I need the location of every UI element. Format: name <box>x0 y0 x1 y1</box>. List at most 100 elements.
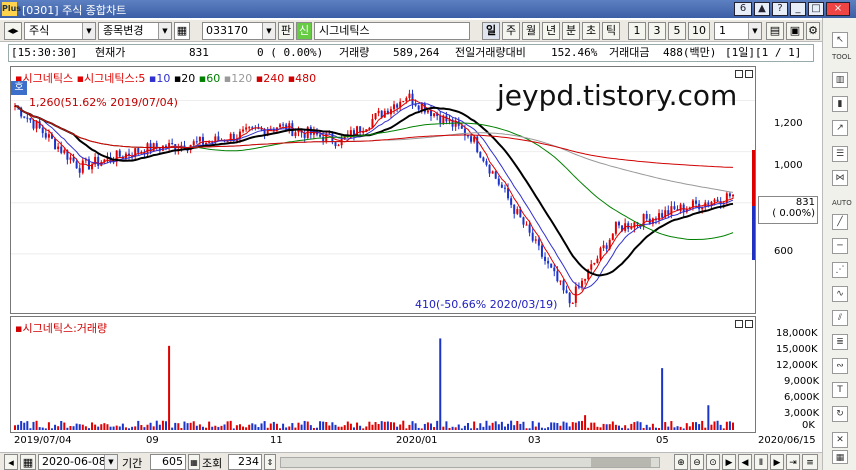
nav-arrows-icon[interactable]: ◂▸ <box>4 22 22 40</box>
up-button[interactable]: ▲ <box>754 2 770 16</box>
candle-body <box>565 290 568 294</box>
candle-body <box>294 132 297 137</box>
auto-label[interactable]: AUTO <box>832 199 852 207</box>
pane-close-icon[interactable] <box>745 70 753 78</box>
candle-icon[interactable]: ▥ <box>832 72 848 88</box>
trendline-icon[interactable]: ╱ <box>832 214 848 230</box>
interval-3-button[interactable]: 3 <box>648 22 666 40</box>
period-tick-button[interactable]: 틱 <box>602 22 620 40</box>
volume-bar <box>420 428 423 430</box>
price-range-bar-up <box>752 150 755 260</box>
candle-body <box>534 239 537 241</box>
query-input[interactable]: 234 <box>228 454 262 470</box>
candle-body <box>436 113 439 117</box>
chart-list-icon[interactable]: ≡ <box>802 454 818 470</box>
maximize-button[interactable]: □ <box>808 2 824 16</box>
title-bar: Plus [0301] 주식 종합차트 6 ▲ ? _ □ × <box>0 0 856 18</box>
play-icon[interactable]: ▶ <box>722 454 736 470</box>
volume-chart <box>14 338 734 430</box>
refresh-icon[interactable]: ↻ <box>832 406 848 422</box>
zoom-out-icon[interactable]: ⊖ <box>690 454 704 470</box>
interval-1-button[interactable]: 1 <box>628 22 646 40</box>
search-button[interactable]: 판 <box>278 22 294 40</box>
ho-tag[interactable]: 호 <box>11 81 27 95</box>
volume-bar <box>118 426 121 430</box>
settings-icon[interactable]: ⚙ <box>806 22 820 40</box>
period-week-button[interactable]: 주 <box>502 22 520 40</box>
fib-icon[interactable]: ≣ <box>832 334 848 350</box>
pane-minimize-icon[interactable] <box>735 70 743 78</box>
grid-icon[interactable]: ▦ <box>188 454 200 470</box>
minimize-button[interactable]: _ <box>790 2 806 16</box>
volume-bar <box>100 424 103 430</box>
indicator-icon[interactable]: ↗ <box>832 120 848 136</box>
end-icon[interactable]: ⇥ <box>786 454 800 470</box>
period-second-button[interactable]: 초 <box>582 22 600 40</box>
scroll-left-icon[interactable]: ◂ <box>4 454 18 470</box>
channel-icon[interactable]: ⫽ <box>832 310 848 326</box>
checkbox[interactable]: ▦ <box>174 22 190 40</box>
volume-bar <box>411 421 414 430</box>
period-input[interactable]: 605 <box>150 454 186 470</box>
delete-icon[interactable]: ✕ <box>832 432 848 448</box>
list-icon[interactable]: ☰ <box>832 146 848 162</box>
market-select[interactable]: 주식 ▼ <box>24 22 96 40</box>
period-year-button[interactable]: 년 <box>542 22 560 40</box>
prev-icon[interactable]: ◀ <box>738 454 752 470</box>
grid-icon[interactable]: ▦ <box>832 450 848 464</box>
zigzag-icon[interactable]: ∿ <box>832 286 848 302</box>
volume-bar <box>658 428 661 430</box>
pane-close-icon[interactable] <box>745 320 753 328</box>
scrollbar-thumb[interactable] <box>591 458 651 467</box>
candle-body <box>707 202 710 205</box>
calendar-icon[interactable]: ▤ <box>766 22 784 40</box>
zoom-in-icon[interactable]: ⊕ <box>674 454 688 470</box>
query-label: 조회 <box>202 457 223 470</box>
fan-icon[interactable]: ⋰ <box>832 262 848 278</box>
cursor-icon[interactable]: ↖ <box>832 32 848 48</box>
stock-code-input[interactable]: 033170 ▼ <box>202 22 276 40</box>
candle-body <box>20 107 23 117</box>
interval-select[interactable]: 1 ▼ <box>714 22 762 40</box>
period-day-button[interactable]: 일 <box>482 22 500 40</box>
page-badge[interactable]: 6 <box>734 2 752 16</box>
price-chart-pane[interactable]: ▪시그네틱스 ▪시그네틱스:5 ▪10 ▪20 ▪60 ▪120 ▪240 ▪4… <box>10 66 756 314</box>
candle-body <box>195 141 198 143</box>
fit-icon[interactable]: ⊙ <box>706 454 720 470</box>
interval-10-button[interactable]: 10 <box>688 22 710 40</box>
spin-icon[interactable]: ⇕ <box>264 454 276 470</box>
volume-bar <box>143 427 146 430</box>
help-button[interactable]: ? <box>772 2 788 16</box>
volume-chart-pane[interactable]: ▪시그네틱스:거래량 <box>10 316 756 433</box>
compare-icon[interactable]: ⋈ <box>832 170 848 186</box>
next-icon[interactable]: ▶ <box>770 454 784 470</box>
hline-icon[interactable]: ─ <box>832 238 848 254</box>
pause-icon[interactable]: Ⅱ <box>754 454 768 470</box>
volume-bar <box>537 422 540 430</box>
close-button[interactable]: × <box>826 2 850 16</box>
volume-bar <box>414 423 417 430</box>
text-icon[interactable]: T <box>832 382 848 398</box>
candle-body <box>691 200 694 208</box>
last-price-box: 831 ( 0.00%) <box>758 196 818 224</box>
period-month-button[interactable]: 월 <box>522 22 540 40</box>
volume-bar <box>494 421 497 430</box>
period-minute-button[interactable]: 분 <box>562 22 580 40</box>
legend-item-ma20: ▪20 <box>173 72 196 85</box>
volume-bar <box>399 424 402 430</box>
date-input[interactable]: 2020-06-08 ▼ <box>38 454 118 470</box>
wave-icon[interactable]: ∾ <box>832 358 848 374</box>
candle-body <box>23 116 26 118</box>
interval-5-button[interactable]: 5 <box>668 22 686 40</box>
save-icon[interactable]: ▣ <box>786 22 804 40</box>
volume-bar <box>396 426 399 430</box>
stock-change-select[interactable]: 종목변경 ▼ <box>98 22 172 40</box>
candle-body <box>140 151 143 153</box>
calendar-icon[interactable]: ▦ <box>20 454 36 470</box>
volume-bar <box>698 424 701 430</box>
prev-volume-label: 전일거래량대비 <box>455 46 526 59</box>
horizontal-scrollbar[interactable] <box>280 457 660 468</box>
pane-minimize-icon[interactable] <box>735 320 743 328</box>
bar-chart-icon[interactable]: ▮ <box>832 96 848 112</box>
volume-bar <box>306 421 309 430</box>
